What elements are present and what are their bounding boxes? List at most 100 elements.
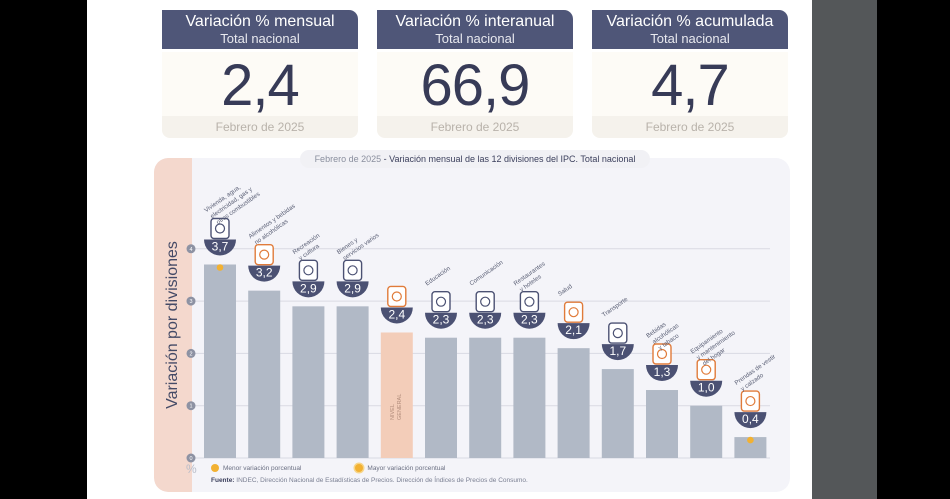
value-bowl bbox=[204, 239, 236, 256]
source-note: Fuente: INDEC, Dirección Nacional de Est… bbox=[211, 477, 528, 484]
legend-dot-icon bbox=[211, 464, 219, 472]
value-label: 2,1 bbox=[565, 323, 582, 337]
value-label: 2,4 bbox=[388, 307, 405, 321]
communication-icon bbox=[475, 291, 495, 313]
kpi-subtitle: Total nacional bbox=[220, 31, 300, 46]
y-tick-marker bbox=[186, 348, 196, 358]
household-icon bbox=[696, 359, 716, 381]
value-label: 1,0 bbox=[698, 381, 715, 395]
kpi-card-header: Variación % acumulada Total nacional bbox=[592, 10, 788, 49]
education-icon bbox=[431, 291, 451, 313]
bar bbox=[380, 332, 413, 458]
category-label: Transporte bbox=[601, 296, 630, 319]
value-label: 2,3 bbox=[477, 313, 494, 327]
bar bbox=[425, 337, 457, 458]
kpi-title: Variación % interanual bbox=[395, 13, 555, 30]
legend-ring-dot-icon bbox=[355, 464, 364, 472]
y-tick-label: 3 bbox=[189, 299, 192, 305]
y-tick-marker bbox=[186, 453, 196, 463]
bar bbox=[336, 306, 369, 458]
food-icon bbox=[254, 243, 274, 266]
y-tick-marker bbox=[186, 296, 196, 306]
bar bbox=[248, 290, 281, 458]
transport-icon bbox=[608, 322, 628, 344]
bar bbox=[292, 306, 325, 458]
clothing-icon bbox=[740, 390, 761, 412]
value-label: 3,2 bbox=[256, 266, 273, 280]
kpi-card-header: Variación % mensual Total nacional bbox=[162, 10, 358, 49]
kpi-period: Febrero de 2025 bbox=[162, 116, 358, 138]
y-tick-label: 4 bbox=[189, 247, 192, 253]
restaurant-icon bbox=[519, 291, 540, 313]
y-axis-band: Variación por divisiones bbox=[154, 158, 192, 492]
bar bbox=[513, 337, 546, 458]
legend-item-min: Menor variación porcentual bbox=[211, 464, 301, 472]
personal-care-icon bbox=[342, 259, 363, 282]
kpi-card-body: 2,4 Febrero de 2025 bbox=[162, 52, 358, 138]
value-label: 0,4 bbox=[742, 412, 759, 426]
kpi-card-body: 66,9 Febrero de 2025 bbox=[377, 52, 573, 138]
house-utilities-icon bbox=[210, 217, 230, 240]
scrollbar-gutter bbox=[812, 0, 877, 499]
highlight-bar-label: GENERAL bbox=[397, 394, 403, 420]
bar bbox=[557, 348, 590, 458]
category-label: Salud bbox=[557, 283, 574, 298]
bar bbox=[690, 405, 723, 458]
kpi-card-body: 4,7 Febrero de 2025 bbox=[592, 52, 788, 138]
value-label: 1,3 bbox=[654, 365, 671, 379]
kpi-card-accumulated: Variación % acumulada Total nacional 4,7… bbox=[592, 10, 788, 138]
kpi-subtitle: Total nacional bbox=[435, 31, 515, 46]
y-tick-label: 2 bbox=[189, 351, 192, 357]
value-bowl bbox=[601, 344, 634, 361]
kpi-value: 4,7 bbox=[651, 53, 730, 118]
kpi-title: Variación % mensual bbox=[185, 13, 335, 30]
chart-legend: Menor variación porcentual Mayor variaci… bbox=[211, 464, 445, 472]
source-label: Fuente: bbox=[211, 477, 235, 484]
kpi-period: Febrero de 2025 bbox=[592, 116, 788, 138]
value-bowl bbox=[425, 312, 457, 329]
source-text: INDEC, Dirección Nacional de Estadística… bbox=[234, 477, 528, 484]
value-bowl bbox=[734, 412, 767, 429]
chart-title-date: Febrero de 2025 bbox=[314, 154, 382, 164]
kpi-value: 2,4 bbox=[221, 53, 300, 118]
highlight-bar-label: NIVEL bbox=[390, 404, 396, 420]
bar bbox=[734, 437, 767, 458]
value-bowl bbox=[292, 281, 325, 298]
value-label: 2,3 bbox=[433, 313, 450, 327]
value-label: 2,9 bbox=[300, 281, 317, 295]
value-label: 2,9 bbox=[344, 281, 361, 295]
kpi-card-monthly: Variación % mensual Total nacional 2,4 F… bbox=[162, 10, 358, 138]
value-bowl bbox=[646, 365, 678, 382]
y-tick-marker bbox=[186, 401, 196, 411]
value-label: 2,3 bbox=[521, 313, 538, 327]
bar bbox=[204, 264, 236, 458]
kpi-subtitle: Total nacional bbox=[650, 31, 730, 46]
kpi-value: 66,9 bbox=[420, 53, 531, 118]
category-label: Comunicación bbox=[468, 259, 505, 288]
value-bowl bbox=[380, 307, 413, 324]
kpi-title: Variación % acumulada bbox=[606, 13, 774, 30]
kpi-card-yearly: Variación % interanual Total nacional 66… bbox=[377, 10, 573, 138]
kpi-period: Febrero de 2025 bbox=[377, 116, 573, 138]
y-tick-marker bbox=[186, 244, 196, 254]
value-bowl bbox=[513, 312, 546, 329]
value-label: 1,7 bbox=[609, 344, 626, 358]
min-marker bbox=[747, 436, 754, 444]
category-label: Educación bbox=[424, 265, 452, 288]
y-axis-unit: % bbox=[186, 462, 197, 476]
bar bbox=[469, 337, 502, 458]
y-tick-label: 0 bbox=[189, 456, 192, 462]
value-bowl bbox=[690, 380, 723, 397]
shopping-basket-icon bbox=[387, 285, 407, 308]
legend-item-max: Mayor variación porcentual bbox=[355, 464, 445, 472]
value-bowl bbox=[557, 323, 590, 340]
chart-title-text: - Variación mensual de las 12 divisiones… bbox=[381, 154, 636, 164]
chart-title: Febrero de 2025 - Variación mensual de l… bbox=[300, 150, 650, 168]
legend-label: Menor variación porcentual bbox=[223, 464, 302, 472]
health-icon bbox=[563, 301, 584, 323]
bar bbox=[601, 369, 634, 458]
alcohol-tobacco-icon bbox=[652, 343, 672, 365]
value-bowl bbox=[336, 281, 369, 298]
max-marker bbox=[216, 264, 224, 271]
